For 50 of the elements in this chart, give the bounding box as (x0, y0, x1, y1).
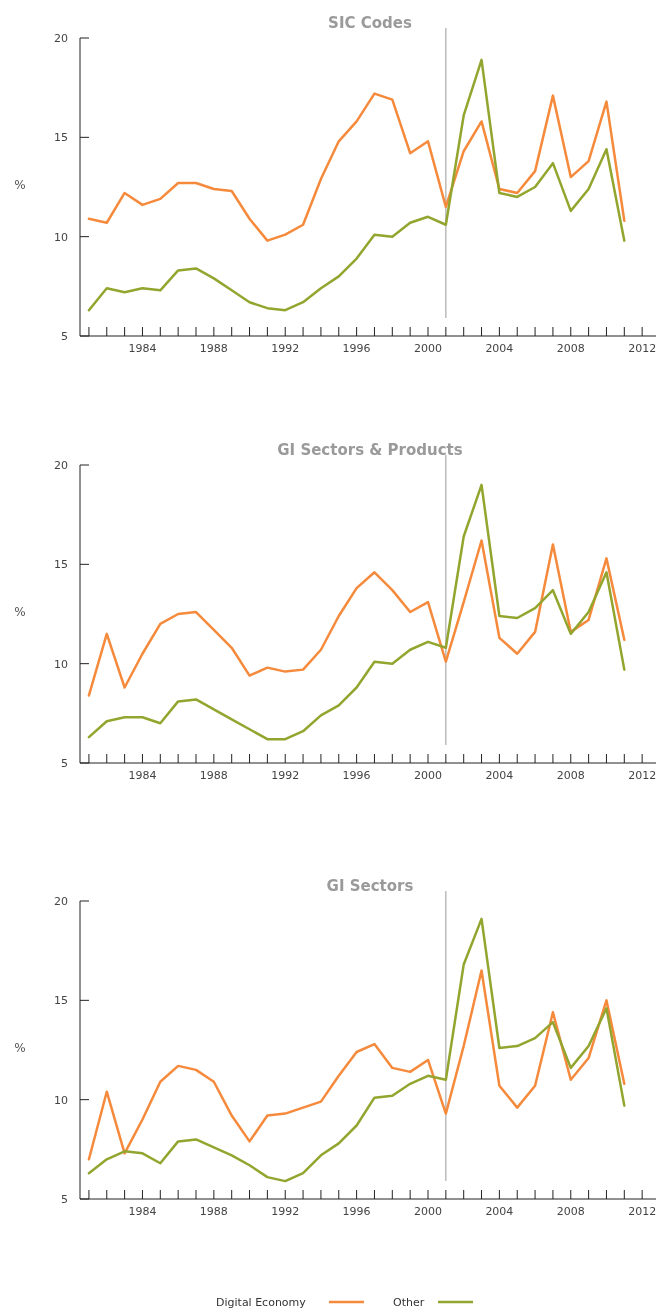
y-tick-label: 10 (54, 657, 68, 671)
y-axis-title: % (14, 605, 26, 619)
x-tick-label: 2000 (414, 1205, 442, 1218)
x-tick-label: 2012 (628, 1205, 657, 1218)
x-tick-label: 2012 (628, 769, 657, 782)
line-series (87, 969, 626, 1161)
line-series (87, 92, 626, 242)
y-tick-label: 20 (54, 32, 68, 45)
x-tick-label: 1996 (342, 769, 371, 782)
x-tick-label: 1984 (128, 1205, 157, 1218)
x-tick-label: 1988 (199, 769, 228, 782)
x-tick-label: 2000 (414, 769, 442, 782)
y-tick-label: 5 (61, 1193, 68, 1206)
y-tick-label: 20 (54, 895, 68, 908)
y-tick-label: 15 (54, 131, 68, 145)
x-tick-label: 2008 (556, 342, 585, 355)
x-tick-label: 1984 (128, 769, 157, 782)
y-tick-label: 15 (54, 558, 68, 572)
x-tick-label: 1984 (128, 342, 157, 355)
x-tick-label: 1988 (199, 1205, 228, 1218)
chart-title: GI Sectors (326, 877, 414, 895)
legend-label: Other (393, 1296, 425, 1309)
x-tick-label: 1992 (271, 769, 300, 782)
x-tick-label: 2004 (485, 342, 514, 355)
y-axis-title: % (14, 1041, 26, 1055)
x-tick-label: 2012 (628, 342, 657, 355)
y-tick-label: 5 (61, 757, 68, 770)
legend-label: Digital Economy (216, 1296, 307, 1309)
y-tick-label: 15 (54, 994, 68, 1008)
x-tick-label: 1988 (199, 342, 228, 355)
chart-title: GI Sectors & Products (277, 441, 463, 459)
x-tick-label: 1992 (271, 1205, 300, 1218)
y-axis-title: % (14, 178, 26, 192)
y-tick-label: 5 (61, 330, 68, 343)
chart-title: SIC Codes (328, 14, 412, 32)
y-tick-label: 20 (54, 459, 68, 472)
y-tick-label: 10 (54, 1093, 68, 1107)
x-tick-label: 2004 (485, 1205, 514, 1218)
x-tick-label: 2000 (414, 342, 442, 355)
x-tick-label: 2008 (556, 1205, 585, 1218)
x-tick-label: 1996 (342, 1205, 371, 1218)
x-tick-label: 2008 (556, 769, 585, 782)
line-series (87, 539, 626, 697)
x-tick-label: 2004 (485, 769, 514, 782)
x-tick-label: 1992 (271, 342, 300, 355)
line-series (87, 483, 626, 741)
y-tick-label: 10 (54, 230, 68, 244)
x-tick-label: 1996 (342, 342, 371, 355)
line-series (87, 917, 626, 1183)
line-series (87, 58, 626, 312)
